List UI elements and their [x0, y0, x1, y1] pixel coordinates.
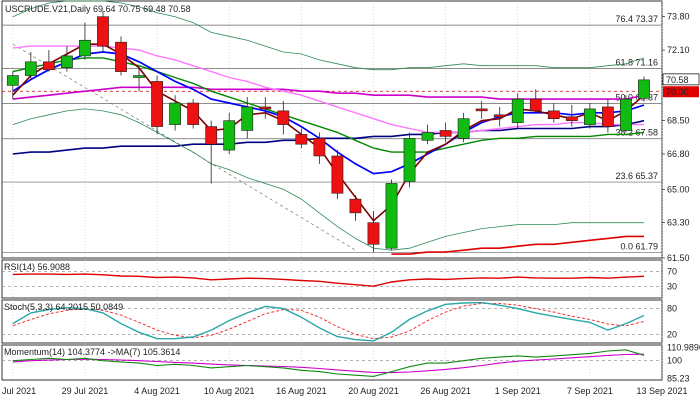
y-tick-label: 66.80 [667, 149, 690, 159]
momentum-line [12, 349, 645, 377]
x-tick-label: 4 Aug 2021 [134, 386, 180, 396]
candle-body [331, 155, 344, 194]
candle-body [133, 75, 145, 78]
candle-body [583, 108, 596, 125]
x-tick-label: 13 Sep 2021 [636, 386, 687, 396]
momentum-tick-label: 85.23 [667, 374, 690, 384]
y-tick-label: 72.10 [667, 45, 690, 55]
rsi-label: RSI(14) 56.9088 [4, 262, 70, 272]
candle-body [457, 118, 470, 139]
fib-label: 76.4 73.37 [615, 14, 658, 24]
stoch-d-line [12, 302, 645, 340]
momentum-tick-label: 110.9896 [667, 342, 700, 352]
candle-body [277, 110, 290, 125]
momentum-ma-line [12, 353, 645, 374]
rsi-tick-label: 70 [667, 266, 677, 276]
candle-body [223, 120, 236, 151]
overlay-bb-lower [12, 108, 644, 251]
candle-body [529, 98, 542, 112]
candle-body [565, 116, 578, 121]
candle-body [6, 75, 19, 86]
stoch-label: Stoch(5,3,3) 64.2015 50.0849 [4, 302, 123, 312]
candle-body [620, 98, 632, 131]
x-tick-label: 20 Aug 2021 [348, 386, 399, 396]
x-tick-label: 23 Jul 2021 [0, 386, 36, 396]
x-tick-label: 16 Aug 2021 [276, 386, 327, 396]
momentum-label: Momentum(14) 104.3774 ->MA(7) 105.3614 [4, 347, 180, 357]
candle-body [61, 55, 73, 69]
panel-frame-mo [1, 344, 663, 381]
ref-price-label: 70.00 [666, 87, 689, 97]
candle-body [547, 110, 560, 120]
candle-body [385, 183, 398, 249]
candle-body [313, 138, 326, 157]
panel-frame-main [1, 0, 663, 259]
candle-body [493, 114, 506, 118]
candle-body [439, 130, 452, 137]
last-price-label: 70.58 [666, 75, 689, 85]
y-tick-label: 68.50 [667, 116, 690, 126]
candle-body [42, 61, 55, 70]
stoch-k-line [12, 301, 645, 342]
candle-body [79, 39, 91, 57]
x-tick-label: 26 Aug 2021 [420, 386, 471, 396]
candle-body [403, 138, 416, 182]
last-price-box [662, 73, 700, 86]
candle-body [475, 108, 488, 112]
overlay-bb-upper [12, 0, 645, 71]
overlay-ma-navy [12, 119, 645, 155]
candle-body [602, 106, 614, 127]
candle-body [295, 134, 308, 145]
fib-label: 61.8 71.16 [615, 57, 658, 67]
candle-body [169, 102, 182, 125]
candle-body [421, 132, 434, 141]
candle-body [24, 61, 37, 76]
stoch-tick-label: 20 [667, 329, 677, 339]
candle-body [187, 102, 200, 125]
x-tick-label: 7 Sep 2021 [567, 386, 613, 396]
fib-label: 0.0 61.79 [620, 241, 658, 251]
rsi-tick-label: 30 [667, 282, 677, 292]
y-tick-label: 65.00 [667, 184, 690, 194]
candle-body [151, 81, 163, 127]
candle-body [205, 126, 218, 145]
candle-body [367, 222, 380, 245]
y-tick-label: 61.50 [667, 253, 690, 263]
candle-body [638, 79, 650, 99]
candle-body [259, 106, 272, 110]
candle-body [115, 41, 127, 72]
rsi-line [12, 273, 645, 287]
candle-body [511, 98, 524, 123]
x-tick-label: 10 Aug 2021 [204, 386, 255, 396]
panel-frame-rsi [1, 259, 663, 299]
stoch-tick-label: 80 [667, 304, 677, 314]
overlay-ma-red-slow [391, 235, 644, 255]
ref-price-box [663, 86, 699, 98]
y-tick-label: 63.30 [667, 218, 690, 228]
y-tick-label: 73.80 [667, 12, 690, 22]
candle-body [97, 16, 109, 47]
candle-body [241, 106, 254, 131]
panel-frame-st [1, 299, 663, 344]
x-tick-label: 29 Jul 2021 [62, 386, 109, 396]
candle-body [349, 198, 362, 214]
chart-header: USCRUDE.V21,Daily 69.64 70.75 69.48 70.5… [5, 4, 191, 14]
fib-label: 23.6 65.37 [615, 171, 658, 181]
x-tick-label: 1 Sep 2021 [495, 386, 541, 396]
momentum-tick-label: 100 [667, 356, 682, 366]
fib-label: 50.0 69.37 [615, 93, 658, 103]
